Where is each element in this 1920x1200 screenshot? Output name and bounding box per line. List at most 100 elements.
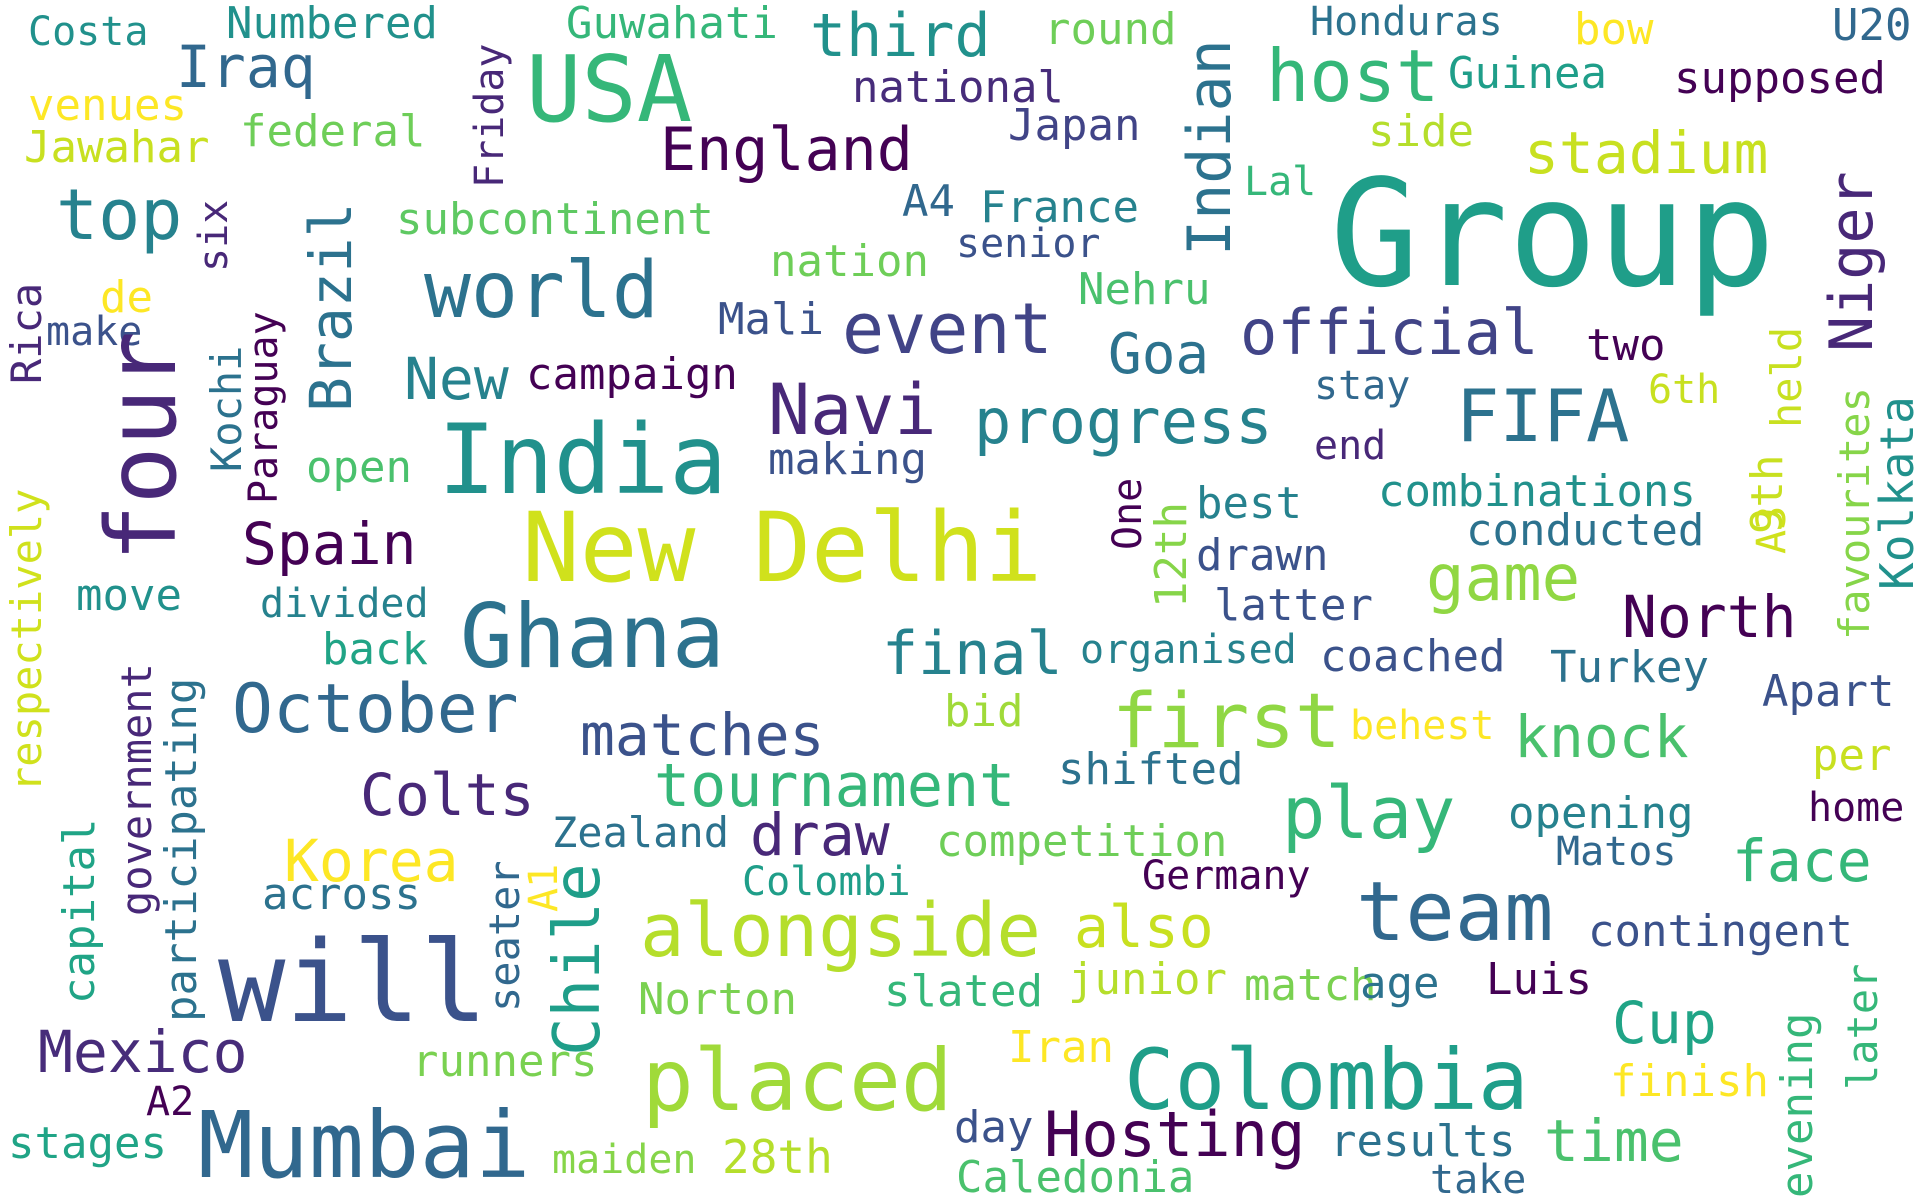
word-guinea: Guinea: [1448, 48, 1607, 99]
word-guwahati: Guwahati: [566, 0, 778, 49]
word-bid: bid: [944, 686, 1024, 737]
word-slated: slated: [884, 966, 1043, 1017]
word-two: two: [1586, 320, 1666, 371]
word-match: match: [1244, 960, 1377, 1011]
word-round: round: [1044, 4, 1177, 55]
word-government: government: [112, 663, 161, 916]
word-iraq: Iraq: [176, 33, 316, 101]
word-fifa: FIFA: [1456, 374, 1630, 458]
word-apart: Apart: [1762, 666, 1895, 717]
word-jawahar: Jawahar: [24, 122, 210, 173]
word-caledonia: Caledonia: [956, 1152, 1195, 1200]
word-kolkata: Kolkata: [1870, 396, 1920, 590]
word-open: open: [306, 442, 412, 493]
word-third: third: [810, 1, 991, 71]
word-north: North: [1622, 583, 1797, 651]
word-host: host: [1266, 34, 1440, 118]
word-progress: progress: [974, 385, 1273, 458]
word-goa: Goa: [1108, 322, 1210, 387]
word-official: official: [1240, 296, 1539, 369]
word-france: France: [980, 182, 1139, 233]
word-colombi: Colombi: [742, 859, 911, 905]
word-luis: Luis: [1486, 954, 1592, 1005]
word-colts: Colts: [360, 761, 535, 829]
word-alongside: alongside: [640, 888, 1041, 974]
word-results: results: [1330, 1116, 1516, 1167]
word-end: end: [1314, 423, 1387, 469]
word-six: six: [191, 199, 237, 272]
word-stages: stages: [8, 1118, 167, 1169]
word-new-delhi: New Delhi: [522, 492, 1043, 604]
word-competition: competition: [936, 816, 1228, 867]
word-group: Group: [1330, 148, 1776, 320]
word-6th: 6th: [1648, 367, 1721, 413]
word-iran: Iran: [1008, 1022, 1114, 1073]
word-shifted: shifted: [1058, 744, 1244, 795]
word-12th: 12th: [1146, 502, 1197, 608]
word-senior: senior: [956, 221, 1101, 267]
word-knock: knock: [1514, 703, 1689, 771]
word-maiden: maiden: [552, 1137, 697, 1183]
word-india: India: [438, 404, 727, 516]
word-matos: Matos: [1556, 829, 1677, 875]
word-held: held: [1762, 326, 1811, 428]
word-28th: 28th: [722, 1130, 833, 1184]
word-campaign: campaign: [526, 349, 738, 400]
word-a4: A4: [902, 176, 955, 227]
word-top: top: [56, 174, 183, 256]
word-coached: coached: [1320, 631, 1506, 682]
word-event: event: [842, 288, 1053, 370]
word-england: England: [660, 115, 913, 185]
word-evening: evening: [1772, 1012, 1823, 1198]
word-subcontinent: subcontinent: [396, 194, 714, 245]
word-first: first: [1112, 676, 1341, 765]
word-brazil: Brazil: [297, 202, 365, 412]
word-cup: Cup: [1612, 989, 1717, 1057]
word-bow: bow: [1574, 4, 1654, 55]
word-play: play: [1282, 771, 1456, 855]
word-runners: runners: [412, 1036, 598, 1087]
word-supposed: supposed: [1674, 53, 1886, 104]
word-contingent: contingent: [1588, 906, 1853, 957]
word-turkey: Turkey: [1550, 642, 1709, 693]
word-behest: behest: [1350, 703, 1495, 749]
word-hosting: Hosting: [1044, 1098, 1306, 1171]
word-make: make: [46, 309, 143, 355]
word-final: final: [882, 619, 1063, 689]
word-divided: divided: [260, 581, 429, 627]
word-a3: A3: [1749, 505, 1795, 554]
word-nehru: Nehru: [1078, 264, 1211, 315]
word-conducted: conducted: [1466, 505, 1705, 556]
word-tournament: tournament: [654, 751, 1016, 821]
word-stay: stay: [1314, 363, 1411, 409]
word-later: later: [1838, 963, 1887, 1090]
word-kochi: Kochi: [202, 345, 251, 472]
word-per: per: [1812, 730, 1892, 781]
word-october: October: [232, 670, 519, 749]
word-new: New: [404, 345, 509, 413]
word-lal: Lal: [1244, 159, 1317, 205]
word-combinations: combinations: [1378, 466, 1696, 517]
word-home: home: [1808, 785, 1905, 831]
word-a2: A2: [146, 1079, 195, 1125]
word-also: also: [1074, 893, 1214, 961]
word-spain: Spain: [242, 510, 417, 578]
word-norton: Norton: [638, 974, 797, 1025]
word-zealand: Zealand: [552, 808, 730, 857]
word-opening: opening: [1508, 788, 1694, 839]
word-back: back: [322, 624, 428, 675]
word-participating: participating: [156, 677, 207, 1022]
word-mali: Mali: [718, 294, 824, 345]
word-day: day: [954, 1102, 1034, 1153]
word-numbered: Numbered: [226, 0, 438, 49]
word-making: making: [768, 434, 927, 485]
word-de: de: [100, 272, 153, 323]
word-age: age: [1360, 958, 1440, 1009]
word-colombia: Colombia: [1124, 1031, 1529, 1129]
word-japan: Japan: [1008, 100, 1141, 151]
word-will: will: [218, 918, 488, 1048]
word-face: face: [1732, 827, 1872, 895]
word-niger: Niger: [1817, 171, 1887, 352]
word-capital: capital: [54, 818, 105, 1004]
